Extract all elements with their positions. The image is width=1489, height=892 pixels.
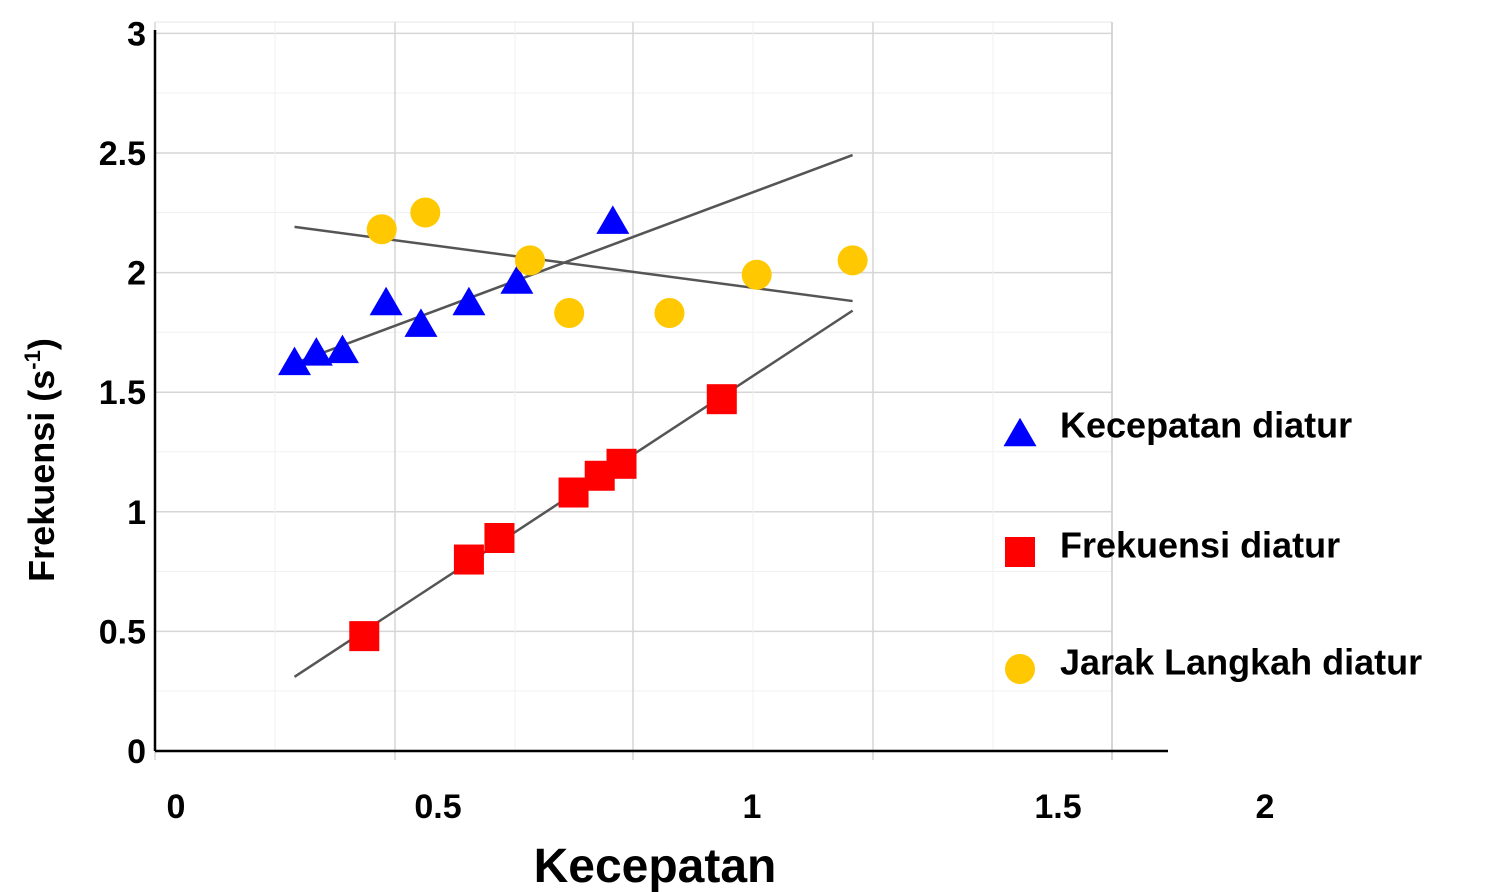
triangle-point — [500, 265, 534, 294]
y-axis-title-main: Frekuensi (s — [21, 370, 62, 582]
legend-triangle-icon — [1003, 417, 1037, 447]
square-point — [453, 544, 484, 575]
circle-point — [410, 197, 441, 228]
y-tick-label: 1 — [127, 494, 146, 532]
y-tick-label: 1.5 — [99, 374, 146, 412]
axes — [153, 30, 1168, 753]
data-points — [278, 197, 868, 652]
x-tick-label: 0.5 — [414, 788, 461, 826]
legend-circle-icon — [1005, 654, 1035, 684]
square-point — [706, 384, 737, 415]
y-tick-label: 3 — [127, 15, 146, 53]
circle-point — [514, 245, 545, 276]
x-tick-label: 2 — [1256, 788, 1275, 826]
triangle-point — [596, 205, 630, 234]
legend-label: Jarak Langkah diatur — [1060, 642, 1422, 683]
legend-item: Jarak Langkah diatur — [1005, 642, 1422, 684]
trendline — [294, 153, 854, 365]
x-tick-label: 1 — [743, 788, 762, 826]
legend: Kecepatan diatur Frekuensi diatur Jarak La… — [1003, 405, 1422, 684]
square-point — [606, 448, 637, 479]
triangle-point — [452, 286, 486, 316]
y-tick-labels: 0 0.5 1 1.5 2 2.5 3 — [99, 15, 146, 771]
y-tick-label: 0 — [127, 733, 146, 771]
triangle-point — [369, 286, 403, 316]
x-axis-title: Kecepatan — [534, 840, 777, 892]
svg-text:Frekuensi (s-1): Frekuensi (s-1) — [20, 338, 62, 582]
y-tick-label: 2.5 — [99, 135, 146, 173]
triangle-point — [278, 346, 312, 376]
triangle-point — [404, 308, 438, 337]
x-tick-label: 1.5 — [1034, 788, 1081, 826]
y-axis-title-close: ) — [21, 338, 62, 350]
legend-square-icon — [1005, 537, 1035, 567]
legend-item: Kecepatan diatur — [1003, 405, 1352, 447]
square-point — [484, 522, 515, 553]
gridlines — [154, 21, 1113, 760]
circle-point — [837, 245, 868, 276]
triangle-point — [299, 337, 333, 366]
circle-point — [654, 298, 685, 329]
y-axis-title: Frekuensi (s-1) — [20, 338, 62, 582]
legend-label: Kecepatan diatur — [1060, 405, 1352, 446]
triangle-point — [325, 334, 359, 364]
y-axis-title-sup: -1 — [20, 350, 45, 370]
legend-label: Frekuensi diatur — [1060, 525, 1340, 566]
series-square — [349, 384, 737, 652]
square-point — [349, 621, 380, 652]
x-tick-label: 0 — [167, 788, 186, 826]
circle-point — [741, 259, 772, 290]
series-circle — [366, 197, 868, 329]
y-tick-label: 0.5 — [99, 613, 146, 651]
square-point — [558, 477, 589, 508]
legend-item: Frekuensi diatur — [1005, 525, 1340, 567]
x-tick-labels: 0 0.5 1 1.5 2 — [167, 788, 1275, 826]
series-triangle — [278, 205, 630, 376]
circle-point — [366, 214, 397, 245]
circle-point — [554, 298, 585, 329]
y-tick-label: 2 — [127, 255, 146, 293]
